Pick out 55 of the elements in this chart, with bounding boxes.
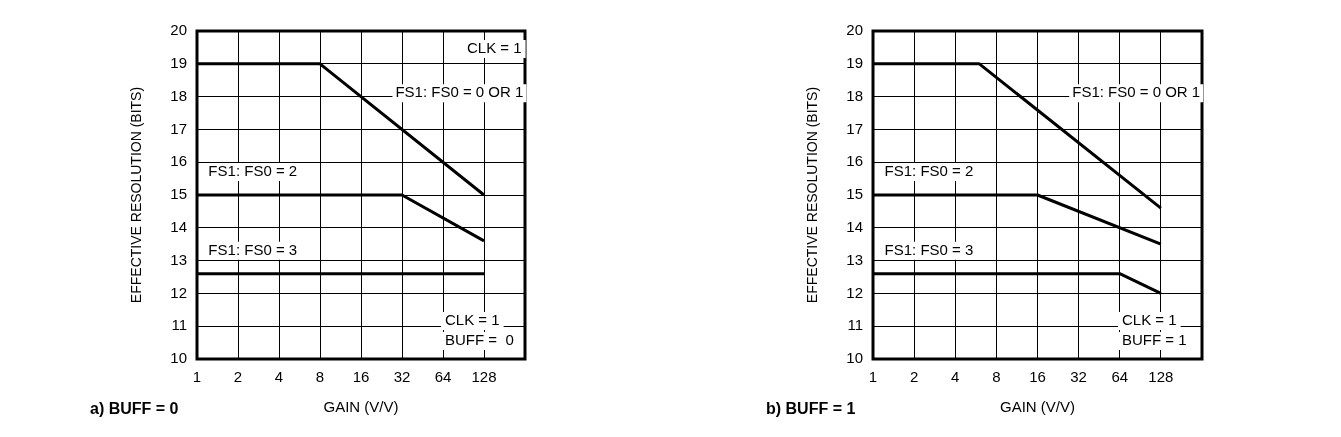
y-tick-label: 10	[846, 349, 863, 367]
y-tick-label: 14	[170, 217, 187, 235]
x-tick-label: 32	[1070, 368, 1087, 386]
y-tick-label: 13	[846, 250, 863, 268]
series-label: FS1: FS0 = 2	[208, 162, 298, 180]
annotation: CLK = 1	[467, 39, 522, 57]
y-tick-label: 18	[170, 86, 187, 104]
y-axis-title: EFFECTIVE RESOLUTION (BITS)	[804, 86, 821, 304]
x-tick-label: 64	[434, 368, 452, 386]
y-tick-label: 10	[170, 349, 187, 367]
y-tick-label: 16	[170, 152, 187, 170]
x-tick-label: 4	[274, 368, 284, 386]
series-label: FS1: FS0 = 2	[884, 162, 974, 180]
x-tick-label: 16	[1029, 368, 1046, 386]
x-axis-title: GAIN (V/V)	[323, 398, 399, 416]
series-label: FS1: FS0 = 3	[884, 240, 974, 258]
x-tick-label: 16	[352, 368, 370, 386]
y-tick-label: 11	[171, 316, 187, 334]
y-tick-label: 12	[170, 283, 187, 301]
y-tick-label: 20	[170, 21, 187, 39]
text: b) BUFF = 1	[766, 400, 856, 418]
x-tick-label: 2	[909, 368, 919, 386]
y-tick-label: 18	[846, 86, 863, 104]
y-tick-label: 15	[846, 185, 863, 203]
y-tick-label: 19	[846, 53, 863, 71]
y-tick-label: 17	[170, 119, 187, 137]
series-label: FS1: FS0 = 0 OR 1	[395, 83, 524, 101]
annotation: BUFF = 1	[1122, 331, 1187, 349]
y-tick-label: 19	[170, 53, 187, 71]
annotation: CLK = 1	[445, 311, 500, 329]
series-label: FS1: FS0 = 0 OR 1	[1072, 83, 1201, 101]
annotation: CLK = 1	[1122, 311, 1177, 329]
x-tick-label: 32	[393, 368, 411, 386]
x-tick-label: 8	[315, 368, 325, 386]
x-tick-label: 64	[1111, 368, 1129, 386]
x-axis-title: GAIN (V/V)	[999, 398, 1076, 416]
y-tick-label: 13	[170, 250, 187, 268]
x-tick-label: 128	[471, 368, 497, 386]
y-axis-title: EFFECTIVE RESOLUTION (BITS)	[128, 86, 145, 304]
y-tick-label: 14	[846, 217, 863, 235]
x-tick-label: 2	[233, 368, 243, 386]
y-tick-label: 20	[846, 21, 863, 39]
y-tick-label: 16	[846, 152, 863, 170]
series-label: FS1: FS0 = 3	[208, 240, 298, 258]
x-tick-label: 128	[1148, 368, 1174, 386]
y-tick-label: 12	[846, 283, 863, 301]
text: a) BUFF = 0	[90, 400, 179, 418]
x-tick-label: 1	[192, 368, 202, 386]
annotation: BUFF = 0	[445, 331, 514, 349]
x-tick-label: 1	[868, 368, 878, 386]
y-tick-label: 17	[846, 119, 863, 137]
y-tick-label: 11	[847, 316, 863, 334]
x-tick-label: 8	[992, 368, 1001, 386]
x-tick-label: 4	[951, 368, 960, 386]
y-tick-label: 15	[170, 185, 187, 203]
